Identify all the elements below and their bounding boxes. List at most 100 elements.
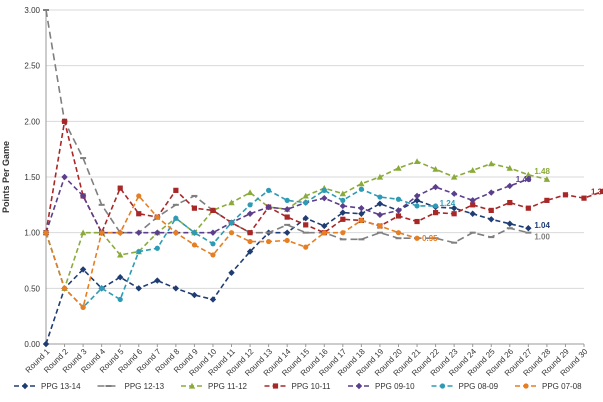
- data-point: [79, 192, 87, 200]
- data-point: [376, 200, 384, 207]
- data-point: [61, 285, 68, 291]
- data-point: [451, 211, 457, 217]
- data-point: [525, 225, 532, 232]
- data-point: [191, 230, 198, 236]
- legend-item: PPG 13-14: [14, 382, 81, 391]
- data-point: [135, 285, 142, 292]
- data-point: [339, 190, 347, 197]
- data-point: [488, 160, 495, 167]
- data-point: [43, 230, 49, 236]
- data-point: [154, 229, 161, 236]
- data-point: [581, 195, 587, 201]
- data-point: [172, 203, 179, 206]
- data-point: [450, 204, 458, 212]
- data-point: [544, 197, 550, 203]
- data-point: [469, 167, 476, 173]
- legend-marker: [188, 382, 196, 389]
- data-point: [303, 222, 309, 228]
- data-point: [506, 164, 513, 171]
- data-point: [43, 9, 49, 11]
- legend-marker: [21, 382, 29, 390]
- data-point: [246, 189, 254, 196]
- data-point: [191, 291, 198, 299]
- data-point: [432, 237, 439, 240]
- data-point: [283, 206, 291, 213]
- data-point: [432, 210, 439, 216]
- data-point: [395, 164, 402, 171]
- y-tick-label: 2.50: [24, 62, 40, 71]
- data-point: [228, 199, 235, 206]
- data-point: [506, 227, 513, 230]
- data-point: [507, 200, 513, 206]
- data-point: [79, 266, 87, 273]
- data-point: [506, 182, 513, 190]
- data-point: [303, 244, 309, 250]
- data-point: [266, 187, 272, 193]
- legend-item: PPG 09-10: [348, 382, 415, 391]
- legend-label: PPG 09-10: [375, 382, 415, 391]
- data-point: [191, 242, 198, 248]
- data-point: [99, 285, 105, 291]
- data-point: [599, 188, 603, 195]
- data-point: [395, 230, 402, 236]
- legend-item: PPG 12-13: [97, 382, 165, 391]
- data-point: [488, 216, 495, 223]
- data-point: [414, 235, 420, 241]
- data-point: [358, 217, 364, 224]
- data-point: [80, 304, 86, 310]
- data-point: [543, 176, 551, 182]
- legend-label: PPG 12-13: [125, 382, 165, 391]
- data-point: [321, 222, 328, 230]
- legend-label: PPG 11-12: [208, 382, 248, 391]
- data-point: [284, 197, 290, 203]
- data-point: [42, 340, 50, 348]
- data-point: [377, 223, 383, 229]
- data-point: [395, 237, 402, 240]
- y-tick-label: 0.50: [24, 284, 40, 293]
- data-point: [339, 209, 347, 216]
- data-point: [284, 237, 290, 244]
- legend-item: PPG 11-12: [181, 382, 248, 391]
- data-point: [154, 214, 160, 220]
- data-point: [395, 213, 402, 219]
- data-point: [450, 190, 458, 197]
- data-point: [376, 211, 384, 219]
- data-point: [79, 229, 87, 236]
- data-point: [98, 203, 105, 206]
- data-point: [340, 197, 346, 203]
- y-tick-labels: 0.00 0.50 1.00 1.50 2.00 2.50 3.00: [24, 6, 40, 349]
- data-point: [173, 187, 179, 193]
- data-label: 1.48: [534, 167, 550, 176]
- y-tick-label: 0.00: [24, 340, 40, 349]
- data-point: [283, 229, 291, 236]
- data-label: 1.04: [534, 221, 550, 230]
- data-point: [265, 203, 272, 211]
- data-point: [506, 220, 513, 227]
- series-group: [42, 9, 603, 348]
- data-point: [358, 204, 365, 212]
- data-point: [488, 189, 495, 196]
- data-point: [376, 173, 384, 180]
- data-point: [469, 210, 476, 217]
- data-point: [321, 230, 327, 236]
- data-point: [358, 238, 365, 241]
- series-line: [45, 188, 436, 309]
- data-point: [395, 207, 402, 214]
- data-point: [117, 230, 123, 236]
- axes: [45, 10, 584, 345]
- data-point: [340, 230, 346, 236]
- data-point: [210, 252, 216, 258]
- data-point: [432, 203, 439, 209]
- data-point: [450, 173, 458, 180]
- data-point: [117, 274, 124, 281]
- data-point: [469, 197, 476, 204]
- data-point: [265, 231, 272, 234]
- data-point: [247, 202, 253, 208]
- data-point: [525, 205, 531, 211]
- legend-label: PPG 08-09: [459, 382, 499, 391]
- data-point: [117, 185, 123, 191]
- data-point: [340, 216, 346, 222]
- data-point: [61, 173, 68, 181]
